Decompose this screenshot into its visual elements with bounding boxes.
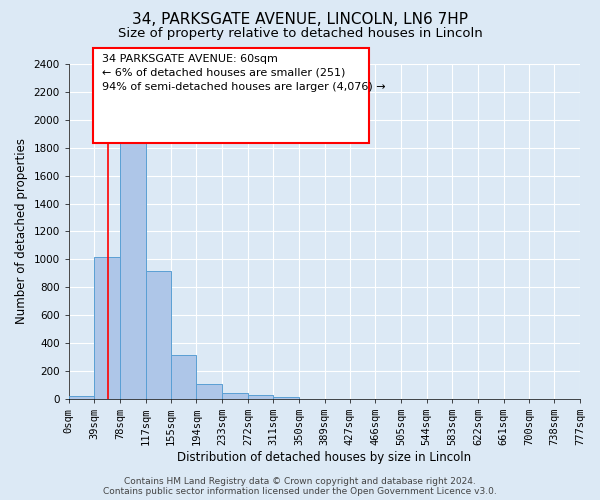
Bar [94, 256, 120, 399]
Text: 34, PARKSGATE AVENUE, LINCOLN, LN6 7HP: 34, PARKSGATE AVENUE, LINCOLN, LN6 7HP [132, 12, 468, 28]
Bar [274, 397, 299, 399]
Text: Contains HM Land Registry data © Crown copyright and database right 2024.: Contains HM Land Registry data © Crown c… [124, 477, 476, 486]
Text: Contains public sector information licensed under the Open Government Licence v3: Contains public sector information licen… [103, 487, 497, 496]
Y-axis label: Number of detached properties: Number of detached properties [15, 138, 28, 324]
Bar [248, 396, 274, 399]
Bar [120, 134, 146, 399]
Text: 34 PARKSGATE AVENUE: 60sqm
← 6% of detached houses are smaller (251)
94% of semi: 34 PARKSGATE AVENUE: 60sqm ← 6% of detac… [102, 54, 386, 92]
Bar [196, 384, 222, 399]
Bar [171, 355, 196, 399]
Bar [146, 270, 171, 399]
Bar [222, 392, 248, 399]
Bar [69, 396, 94, 399]
Text: Size of property relative to detached houses in Lincoln: Size of property relative to detached ho… [118, 28, 482, 40]
X-axis label: Distribution of detached houses by size in Lincoln: Distribution of detached houses by size … [178, 451, 472, 464]
